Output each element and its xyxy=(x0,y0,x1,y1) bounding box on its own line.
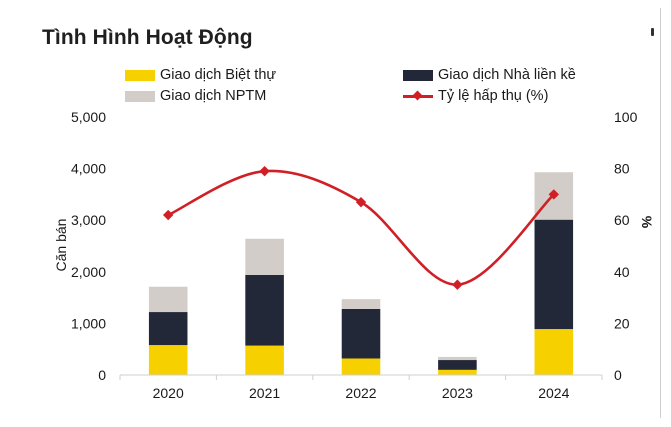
legend-townhouse: Giao dịch Nhà liền kề xyxy=(403,67,576,83)
absorption-point-2024 xyxy=(548,189,559,200)
bar-2022-series-1 xyxy=(341,308,381,359)
y-axis-ticks: 0 1,000 2,000 3,000 4,000 5,000 xyxy=(71,109,106,383)
bar-2020-series-2 xyxy=(148,286,188,313)
bar-2024-series-1 xyxy=(534,219,574,330)
y2-axis-label: % xyxy=(639,216,655,229)
y2-tick-label: 20 xyxy=(614,315,630,331)
y2-tick-label: 80 xyxy=(614,161,630,177)
absorption-point-2021 xyxy=(259,165,270,177)
x-tick-label: 2021 xyxy=(249,385,280,401)
bar-2023-series-1 xyxy=(438,360,477,370)
legend-nptm-label: Giao dịch NPTM xyxy=(160,88,267,104)
legend-townhouse-swatch xyxy=(403,69,433,81)
legend-absorption: Tỷ lệ hấp thụ (%) xyxy=(403,88,548,104)
legend-townhouse-label: Giao dịch Nhà liền kề xyxy=(438,67,576,83)
legend-nptm: Giao dịch NPTM xyxy=(125,88,266,104)
y2-tick-label: 100 xyxy=(614,109,638,125)
x-tick-label: 2024 xyxy=(538,385,569,401)
y2-tick-label: 0 xyxy=(614,367,622,383)
y-tick-label: 4,000 xyxy=(71,161,106,177)
legend-villa-swatch xyxy=(125,69,155,81)
chart-title: Tình Hình Hoạt Động xyxy=(42,26,253,49)
legend-absorption-label: Tỷ lệ hấp thụ (%) xyxy=(438,88,549,104)
y-tick-label: 2,000 xyxy=(71,264,106,280)
y2-tick-label: 60 xyxy=(614,212,630,228)
bar-2021-series-1 xyxy=(245,274,284,346)
bar-2024-series-0 xyxy=(534,329,574,375)
y-axis-label: Căn bán xyxy=(53,219,69,272)
bar-2020-series-0 xyxy=(148,345,188,375)
bar-2023-series-2 xyxy=(438,356,477,361)
y-tick-label: 5,000 xyxy=(71,109,106,125)
x-tick-label: 2023 xyxy=(442,385,473,401)
absorption-point-2020 xyxy=(163,209,174,221)
window-edge-scrollbar[interactable] xyxy=(660,8,670,418)
legend-nptm-swatch xyxy=(125,90,155,102)
bar-2023-series-0 xyxy=(438,369,477,375)
absorption-point-2022 xyxy=(355,196,367,208)
absorption-point-2023 xyxy=(452,279,463,290)
bar-2021-series-0 xyxy=(245,345,284,375)
edge-mark xyxy=(651,28,654,36)
bar-2021-series-2 xyxy=(245,238,284,275)
y-tick-label: 3,000 xyxy=(71,212,106,228)
legend-villa: Giao dịch Biệt thự xyxy=(125,67,276,83)
bar-2022-series-0 xyxy=(341,358,381,375)
bars-group xyxy=(148,172,574,375)
y2-axis-ticks: 0 20 40 60 80 100 xyxy=(614,109,638,383)
legend-absorption-swatch xyxy=(403,90,433,102)
absorption-line-group xyxy=(163,165,559,290)
bar-2022-series-2 xyxy=(341,299,381,309)
x-axis-ticks: 2020 2021 2022 2023 2024 xyxy=(119,375,603,401)
bar-2020-series-1 xyxy=(148,312,188,346)
y2-tick-label: 40 xyxy=(614,264,630,280)
absorption-line xyxy=(167,169,555,287)
y-tick-label: 0 xyxy=(98,367,106,383)
x-tick-label: 2020 xyxy=(153,385,184,401)
legend-villa-label: Giao dịch Biệt thự xyxy=(160,67,277,83)
x-tick-label: 2022 xyxy=(345,385,376,401)
y-tick-label: 1,000 xyxy=(71,315,106,331)
